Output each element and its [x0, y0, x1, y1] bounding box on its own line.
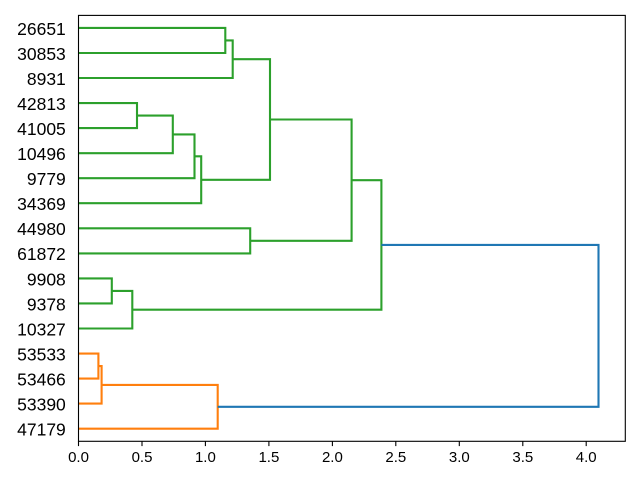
svg-text:42813: 42813	[17, 94, 66, 114]
svg-text:0.0: 0.0	[68, 449, 89, 466]
svg-text:44980: 44980	[17, 219, 66, 239]
svg-text:10496: 10496	[17, 144, 66, 164]
svg-text:8931: 8931	[27, 69, 66, 89]
svg-text:9908: 9908	[27, 269, 66, 289]
svg-text:1.0: 1.0	[195, 449, 216, 466]
svg-text:0.5: 0.5	[132, 449, 153, 466]
svg-text:2.5: 2.5	[385, 449, 406, 466]
svg-text:53466: 53466	[17, 370, 66, 390]
svg-text:34369: 34369	[17, 194, 66, 214]
svg-text:3.0: 3.0	[449, 449, 470, 466]
svg-text:30853: 30853	[17, 44, 66, 64]
svg-text:41005: 41005	[17, 119, 66, 139]
svg-text:9378: 9378	[27, 294, 66, 314]
svg-text:2.0: 2.0	[322, 449, 343, 466]
svg-text:26651: 26651	[17, 19, 66, 39]
svg-text:3.5: 3.5	[512, 449, 533, 466]
svg-text:10327: 10327	[17, 319, 66, 339]
svg-text:1.5: 1.5	[258, 449, 279, 466]
svg-text:47179: 47179	[17, 420, 66, 440]
svg-text:53533: 53533	[17, 344, 66, 364]
svg-text:61872: 61872	[17, 244, 66, 264]
svg-text:4.0: 4.0	[576, 449, 597, 466]
svg-text:53390: 53390	[17, 395, 66, 415]
svg-text:9779: 9779	[27, 169, 66, 189]
